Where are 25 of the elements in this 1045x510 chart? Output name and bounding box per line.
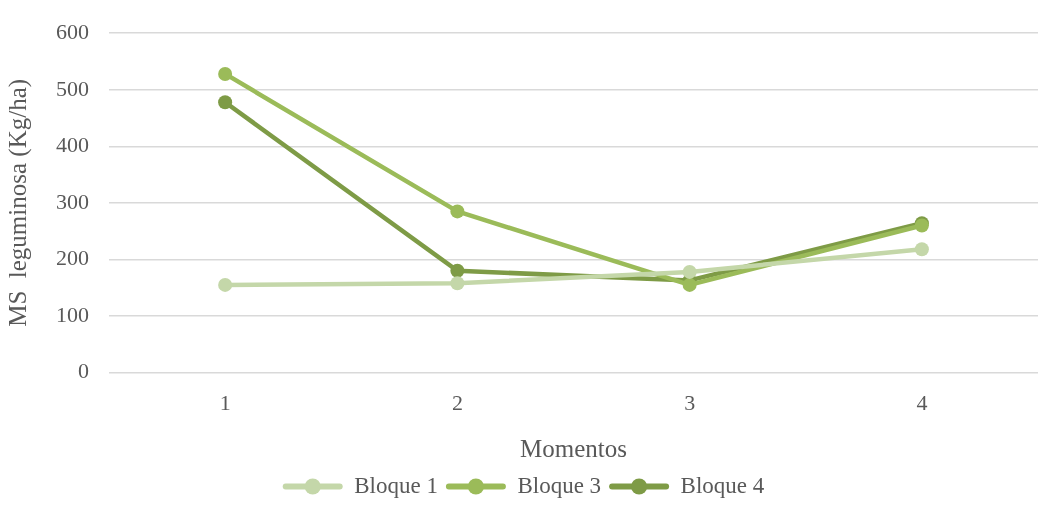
y-tick-label: 200	[56, 245, 89, 271]
point	[450, 276, 465, 291]
y-tick-label: 100	[56, 301, 89, 327]
point	[450, 204, 465, 219]
point	[682, 277, 697, 292]
legend-label: Bloque 3	[517, 472, 602, 498]
y-tick-label: 600	[56, 18, 89, 44]
x-tick-label: 3	[684, 389, 696, 415]
point	[218, 95, 233, 110]
point	[218, 66, 233, 81]
y-axis-title: MS leguminosa (Kg/ha)	[3, 78, 32, 327]
x-axis-title: Momentos	[520, 434, 627, 462]
y-tick-label: 300	[56, 188, 89, 214]
x-tick-label: 4	[916, 389, 928, 415]
legend-label: Bloque 4	[680, 472, 765, 498]
x-tick-label: 1	[219, 389, 231, 415]
legend-label: Bloque 1	[354, 472, 438, 498]
x-tick-label: 2	[451, 389, 463, 415]
point	[218, 277, 233, 292]
y-tick-label: 500	[56, 75, 89, 101]
point	[682, 264, 697, 279]
point	[450, 263, 465, 278]
y-tick-label: 400	[56, 132, 89, 158]
point	[914, 242, 929, 257]
y-tick-label: 0	[78, 358, 89, 384]
